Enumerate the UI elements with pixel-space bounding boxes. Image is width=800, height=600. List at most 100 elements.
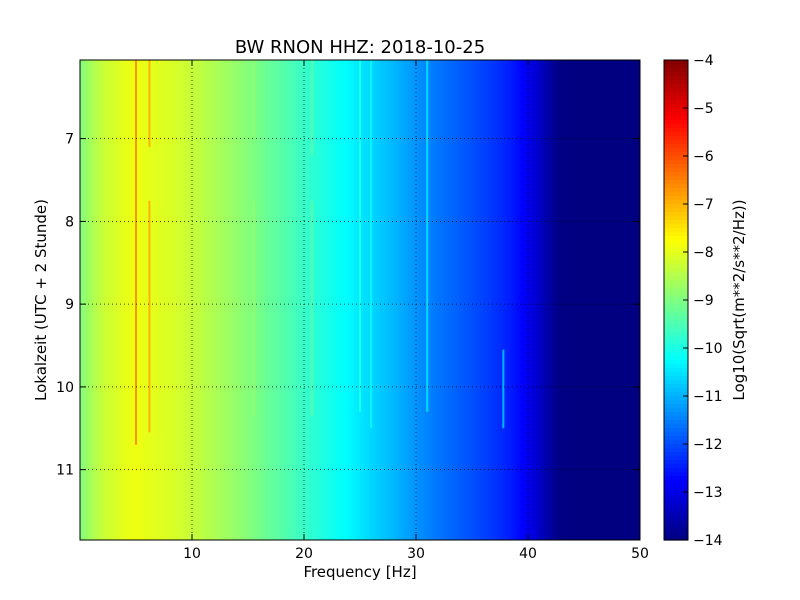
colorbar-segment xyxy=(664,348,688,353)
colorbar-segment xyxy=(664,368,688,373)
colorbar-segment xyxy=(664,532,688,537)
heatmap-column xyxy=(220,60,224,540)
colorbar-segment xyxy=(664,240,688,245)
heatmap-column xyxy=(511,60,515,540)
heatmap-column xyxy=(516,60,520,540)
heatmap-column xyxy=(379,60,383,540)
heatmap-column xyxy=(455,60,459,540)
heatmap-column xyxy=(281,60,285,540)
heatmap-column xyxy=(430,60,434,540)
colorbar-segment xyxy=(664,180,688,185)
heatmap-column xyxy=(553,60,557,540)
y-tick-label: 7 xyxy=(65,132,74,148)
heatmap-column xyxy=(80,60,84,540)
heatmap-column xyxy=(253,60,257,540)
colorbar-segment xyxy=(664,60,688,65)
colorbar-tick-label: −12 xyxy=(693,437,723,453)
heatmap-column xyxy=(494,60,498,540)
colorbar-segment xyxy=(664,308,688,313)
heatmap-column xyxy=(96,60,100,540)
heatmap-column xyxy=(138,60,142,540)
heatmap-column xyxy=(365,60,369,540)
colorbar-segment xyxy=(664,204,688,209)
colorbar-segment xyxy=(664,384,688,389)
x-axis-label: Frequency [Hz] xyxy=(303,563,416,581)
heatmap-column xyxy=(208,60,212,540)
colorbar-segment xyxy=(664,336,688,341)
heatmap-column xyxy=(354,60,358,540)
heatmap-column xyxy=(217,60,221,540)
heatmap-column xyxy=(256,60,260,540)
colorbar-segment xyxy=(664,276,688,281)
heatmap-column xyxy=(446,60,450,540)
heatmap-column xyxy=(189,60,193,540)
heatmap-column xyxy=(371,60,375,540)
heatmap-column xyxy=(116,60,120,540)
colorbar-segment xyxy=(664,412,688,417)
heatmap-column xyxy=(318,60,322,540)
heatmap-column xyxy=(368,60,372,540)
y-tick-label: 8 xyxy=(65,214,74,230)
x-tick-label: 50 xyxy=(631,546,649,562)
heatmap-column xyxy=(141,60,145,540)
heatmap-column xyxy=(550,60,554,540)
colorbar-segment xyxy=(664,132,688,137)
colorbar-segment xyxy=(664,400,688,405)
colorbar-segment xyxy=(664,248,688,253)
axes: 10 20 30 40 50 7 8 9 10 11 xyxy=(56,60,649,562)
heatmap-column xyxy=(298,60,302,540)
heatmap-column xyxy=(150,60,154,540)
heatmap-column xyxy=(413,60,417,540)
heatmap-column xyxy=(211,60,215,540)
heatmap-column xyxy=(584,60,588,540)
heatmap-column xyxy=(474,60,478,540)
heatmap-column xyxy=(113,60,117,540)
x-tick-label: 10 xyxy=(183,546,201,562)
colorbar-segment xyxy=(664,196,688,201)
heatmap-column xyxy=(351,60,355,540)
heatmap-column xyxy=(598,60,602,540)
heatmap-column xyxy=(94,60,98,540)
colorbar-segment xyxy=(664,316,688,321)
y-axis-label: Lokalzeit (UTC + 2 Stunde) xyxy=(32,199,50,401)
heatmap-column xyxy=(385,60,389,540)
colorbar-segment xyxy=(664,404,688,409)
heatmap-column xyxy=(110,60,114,540)
heatmap-column xyxy=(144,60,148,540)
colorbar-segment xyxy=(664,100,688,105)
heatmap-column xyxy=(239,60,243,540)
heatmap-column xyxy=(399,60,403,540)
heatmap-column xyxy=(122,60,126,540)
heatmap-column xyxy=(614,60,618,540)
heatmap-column xyxy=(460,60,464,540)
colorbar-segment xyxy=(664,492,688,497)
heatmap-column xyxy=(136,60,140,540)
colorbar-segment xyxy=(664,524,688,529)
heatmap-column xyxy=(486,60,490,540)
heatmap-column xyxy=(497,60,501,540)
plot-frame xyxy=(79,59,641,541)
colorbar-segment xyxy=(664,92,688,97)
colorbar-segment xyxy=(664,356,688,361)
heatmap-column xyxy=(628,60,632,540)
heatmap-column xyxy=(197,60,201,540)
colorbar-segment xyxy=(664,500,688,505)
colorbar-segment xyxy=(664,108,688,113)
heatmap-column xyxy=(578,60,582,540)
heatmap-column xyxy=(530,60,534,540)
heatmap-column xyxy=(301,60,305,540)
heatmap-column xyxy=(502,60,506,540)
x-tick-label: 20 xyxy=(295,546,313,562)
colorbar-segment xyxy=(664,164,688,169)
heatmap-column xyxy=(203,60,207,540)
heatmap-column xyxy=(295,60,299,540)
heatmap-column xyxy=(407,60,411,540)
heatmap-column xyxy=(222,60,226,540)
x-tick-label: 30 xyxy=(407,546,425,562)
heatmap-column xyxy=(435,60,439,540)
heatmap-column xyxy=(570,60,574,540)
heatmap-column xyxy=(124,60,128,540)
heatmap-column xyxy=(536,60,540,540)
heatmap-column xyxy=(581,60,585,540)
heatmap-column xyxy=(612,60,616,540)
